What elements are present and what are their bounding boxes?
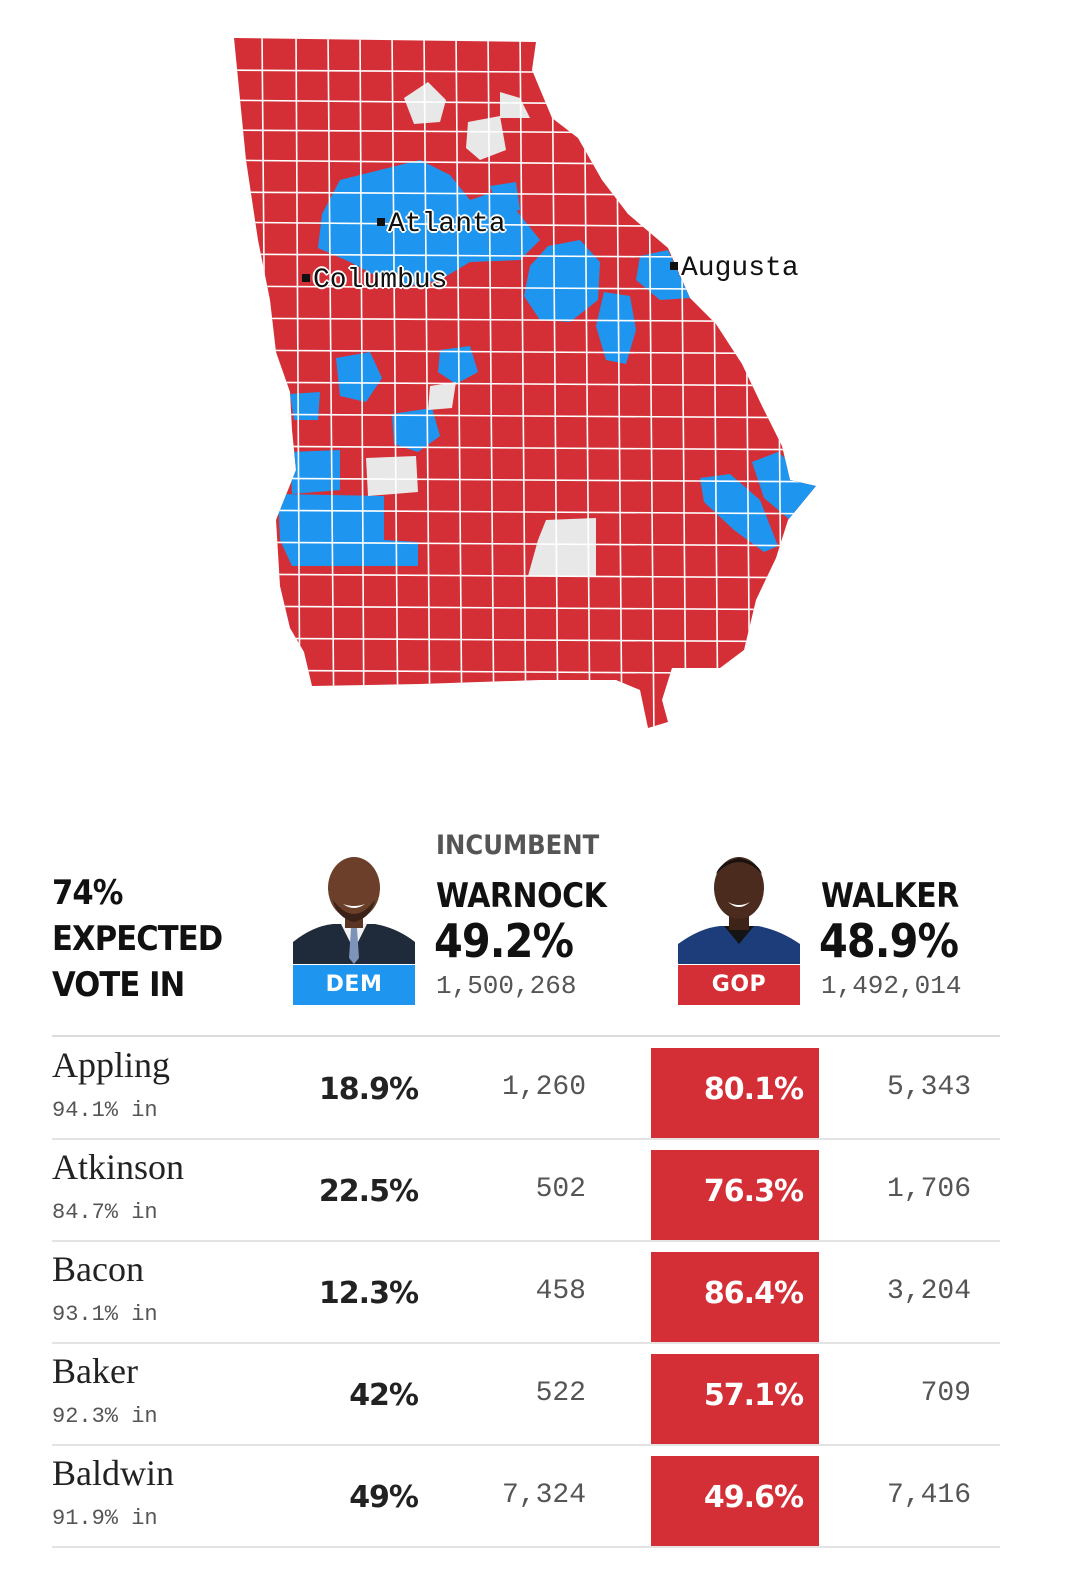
walker-photo — [678, 846, 800, 964]
dem-southwest-counties — [278, 494, 418, 566]
dem-percent: 49% — [349, 1480, 419, 1515]
dem-percent: 18.9% — [318, 1072, 419, 1107]
dem-votes: 522 — [535, 1378, 586, 1409]
city-label-atlanta: Atlanta — [377, 209, 506, 240]
city-name: Augusta — [681, 253, 799, 284]
no-result-county — [428, 382, 456, 410]
county-reporting: 84.7% in — [52, 1200, 158, 1225]
dem-votes: 7,324 — [501, 1480, 586, 1511]
expected-vote-summary: 74% EXPECTED VOTE IN — [52, 870, 223, 1008]
table-top-divider — [52, 1035, 1000, 1037]
county-name: Bacon — [52, 1249, 144, 1289]
gop-votes: 5,343 — [886, 1072, 971, 1103]
dem-votes: 1,260 — [501, 1072, 586, 1103]
county-reporting: 94.1% in — [52, 1098, 158, 1123]
gop-candidate-percent: 48.9% — [819, 914, 959, 968]
gop-winner-cell: 49.6% — [651, 1456, 819, 1548]
no-result-county — [500, 92, 530, 118]
city-marker-icon — [670, 261, 678, 270]
expected-vote-label-2: VOTE IN — [52, 965, 185, 1005]
dem-party-tag: DEM — [293, 965, 415, 1005]
city-label-columbus: Columbus — [302, 265, 447, 296]
georgia-map — [234, 38, 816, 728]
gop-percent: 76.3% — [703, 1174, 804, 1209]
county-shading — [234, 38, 816, 728]
table-row[interactable]: Atkinson 84.7% in 22.5% 502 76.3% 1,706 — [52, 1140, 1000, 1242]
dem-county-savannah — [752, 452, 816, 520]
county-name: Baldwin — [52, 1453, 174, 1493]
row-divider — [52, 1444, 1000, 1446]
gop-votes: 3,204 — [886, 1276, 971, 1307]
dem-county — [524, 240, 600, 322]
dem-candidate-votes: 1,500,268 — [436, 971, 577, 1001]
dem-percent: 42% — [349, 1378, 419, 1413]
gop-winner-cell: 86.4% — [651, 1252, 819, 1344]
county-reporting: 92.3% in — [52, 1404, 158, 1429]
incumbent-label: INCUMBENT — [436, 830, 600, 861]
dem-percent: 22.5% — [318, 1174, 419, 1209]
gop-winner-cell: 76.3% — [651, 1150, 819, 1242]
dem-candidate-percent: 49.2% — [434, 914, 574, 968]
table-row[interactable]: Appling 94.1% in 18.9% 1,260 80.1% 5,343 — [52, 1038, 1000, 1140]
row-divider — [52, 1240, 1000, 1242]
county-name: Atkinson — [52, 1147, 185, 1187]
no-result-county — [528, 518, 596, 576]
dem-county — [290, 450, 340, 494]
table-row[interactable]: Baker 92.3% in 42% 522 57.1% 709 — [52, 1344, 1000, 1446]
table-row[interactable]: Bacon 93.1% in 12.3% 458 86.4% 3,204 — [52, 1242, 1000, 1344]
dem-votes: 502 — [535, 1174, 586, 1205]
row-divider — [52, 1342, 1000, 1344]
warnock-photo — [293, 846, 415, 964]
dem-county — [290, 392, 320, 420]
county-borders — [234, 38, 816, 728]
dem-votes: 458 — [535, 1276, 586, 1307]
dem-candidate-name: WARNOCK — [436, 876, 607, 916]
city-label-augusta: Augusta — [670, 253, 799, 284]
dem-county — [490, 182, 520, 214]
gop-percent: 80.1% — [703, 1072, 804, 1107]
county-results-map: Atlanta Columbus Augusta — [0, 0, 1080, 760]
no-result-county — [466, 116, 506, 160]
table-row[interactable]: Baldwin 91.9% in 49% 7,324 49.6% 7,416 — [52, 1446, 1000, 1548]
county-name: Appling — [52, 1045, 171, 1085]
county-name: Baker — [52, 1351, 138, 1391]
gop-candidate-name: WALKER — [821, 876, 959, 916]
expected-vote-label-1: EXPECTED — [52, 919, 223, 959]
county-reporting: 93.1% in — [52, 1302, 158, 1327]
dem-percent: 12.3% — [318, 1276, 419, 1311]
no-result-county — [366, 456, 418, 496]
dem-county — [596, 292, 636, 364]
city-name: Atlanta — [388, 209, 506, 240]
county-reporting: 91.9% in — [52, 1506, 158, 1531]
gop-winner-cell: 57.1% — [651, 1354, 819, 1446]
gop-party-tag: GOP — [678, 965, 800, 1005]
gop-percent: 57.1% — [703, 1378, 804, 1413]
gop-percent: 49.6% — [703, 1480, 804, 1515]
dem-county — [438, 346, 478, 384]
row-divider — [52, 1138, 1000, 1140]
dem-county — [336, 352, 382, 402]
gop-votes: 1,706 — [886, 1174, 971, 1205]
city-marker-icon — [302, 273, 310, 282]
gop-votes: 7,416 — [886, 1480, 971, 1511]
gop-winner-cell: 80.1% — [651, 1048, 819, 1140]
gop-candidate-votes: 1,492,014 — [821, 971, 962, 1001]
city-marker-icon — [377, 217, 385, 226]
city-name: Columbus — [313, 265, 448, 296]
gop-votes: 709 — [920, 1378, 971, 1409]
row-divider — [52, 1546, 1000, 1548]
expected-vote-percent: 74% — [52, 873, 123, 913]
gop-percent: 86.4% — [703, 1276, 804, 1311]
